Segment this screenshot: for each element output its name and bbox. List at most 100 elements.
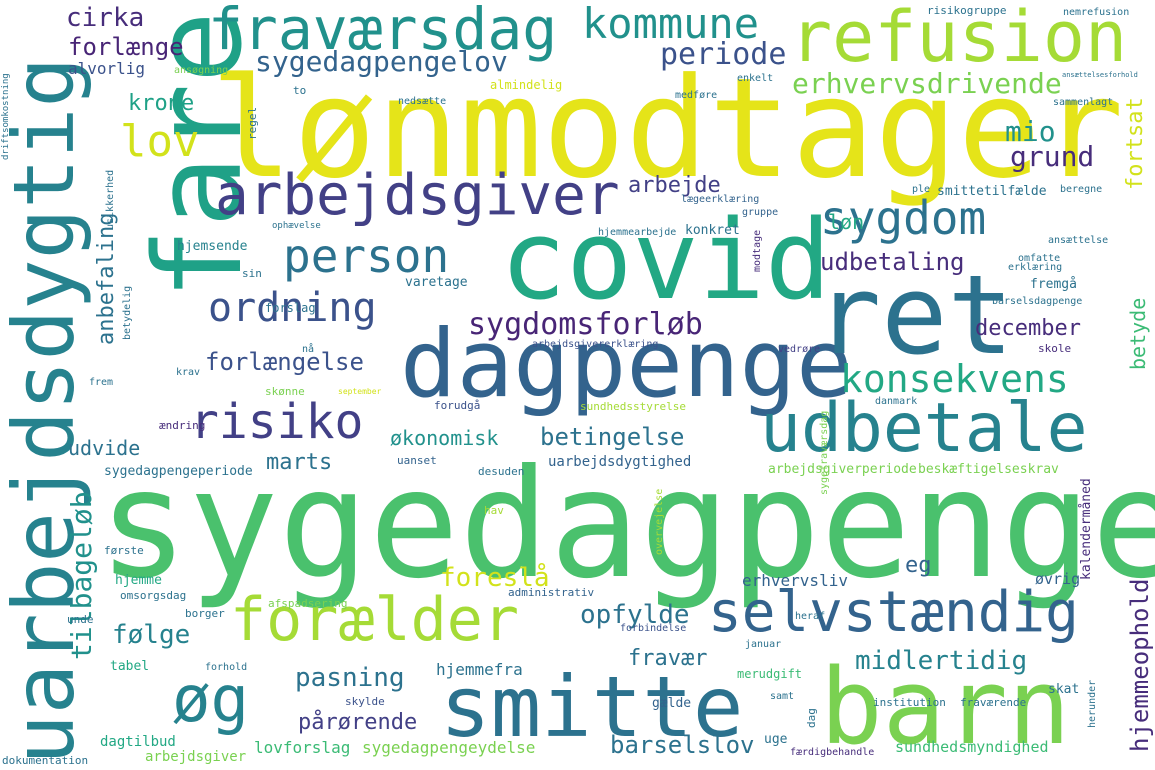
word-forste: første [104, 544, 144, 557]
word-person: person [283, 229, 450, 283]
word-konkret: konkret [685, 223, 740, 238]
word-fortsat: fortsat [1123, 97, 1148, 190]
word-merudgift: merudgift [737, 667, 803, 681]
word-erhvervsliv: erhvervsliv [742, 571, 848, 590]
word-mio: mio [1005, 115, 1056, 148]
word-sammenlagt: sammenlagt [1053, 97, 1114, 108]
word-medfore: medføre [675, 90, 718, 101]
word-frem: frem [89, 377, 114, 388]
word-sundhedsstyrelse: sundhedsstyrelse [580, 400, 686, 413]
word-unde: unde [67, 613, 94, 626]
word-ret: ret [815, 251, 1014, 379]
word-sygdom: sygdom [820, 191, 987, 245]
word-hjemme: hjemme [115, 573, 162, 588]
word-foraelder: forælder [230, 585, 519, 655]
word-skat: skat [1048, 682, 1080, 697]
word-anbefaling: anbefaling [94, 212, 119, 345]
word-udvide: udvide [68, 436, 141, 460]
word-usikkerhed: usikkerhed [105, 169, 116, 230]
word-varetage: varetage [405, 275, 468, 290]
word-uarbejdsdygtighed: uarbejdsdygtighed [548, 454, 692, 470]
word-dokumentation: dokumentation [2, 754, 89, 767]
word-smittetilfaelde: smittetilfælde [937, 184, 1047, 199]
word-arbejdsgiverperiode: arbejdsgiverperiode [768, 462, 917, 477]
word-arbejdsgiver-small: arbejdsgiver [145, 749, 247, 765]
word-okonomisk: økonomisk [390, 426, 499, 450]
word-vedrore: vedrøre [778, 344, 821, 355]
word-forudga: forudgå [434, 399, 481, 412]
word-folge: følge [112, 620, 191, 650]
word-uanset: uanset [397, 454, 437, 467]
word-dag: dag [805, 708, 818, 728]
word-galde: gælde [652, 696, 692, 711]
word-foresla: foreslå [440, 563, 550, 593]
word-fravaerende: fraværende [960, 696, 1027, 709]
word-institution: institution [873, 696, 946, 709]
word-danmark: danmark [875, 396, 918, 407]
word-erklaering: erklæring [1008, 262, 1063, 273]
word-hjemmearbejde: hjemmearbejde [598, 227, 677, 238]
word-forlaenge: forlænge [68, 33, 184, 61]
word-heraf: heraf [795, 611, 826, 622]
word-afspadsering: afspadsering [268, 597, 348, 610]
word-hjemmefra: hjemmefra [436, 660, 523, 679]
word-na: nå [302, 344, 315, 355]
word-krav: krav [176, 367, 201, 378]
word-ansogning: ansøgning [174, 65, 229, 76]
word-ansaettelsesforhold: ansættelsesforhold [1062, 71, 1138, 79]
word-arbejdsgivererklaering: arbejdsgivererklæring [532, 339, 659, 350]
word-parorende: pårørende [298, 710, 418, 735]
word-tabel: tabel [110, 659, 150, 674]
word-betydelig: betydelig [122, 285, 133, 340]
word-konsekvens: konsekvens [840, 357, 1069, 401]
word-sygdomsforlob: sygdomsforløb [468, 307, 703, 342]
word-omfatte: omfatte [1018, 253, 1061, 264]
word-erhvervsdrivende: erhvervsdrivende [792, 67, 1062, 100]
word-hav: hav [484, 504, 504, 517]
word-midlertidig: midlertidig [855, 646, 1028, 676]
word-desuden: desuden [478, 465, 525, 478]
word-arbejdsgiver: arbejdsgiver [215, 163, 620, 228]
word-betyde: betyde [1126, 297, 1150, 370]
word-omsorgsdag: omsorgsdag [120, 589, 187, 602]
word-sygefravaersdag: sygefraværsdag [819, 410, 830, 495]
word-lov: lov [120, 116, 200, 167]
word-tilbagelob: tilbageløb [65, 491, 98, 660]
word-regel: regel [246, 106, 259, 140]
word-krone: krone [128, 91, 195, 116]
word-refusion: refusion [790, 0, 1128, 78]
word-forlaengelse: forlængelse [205, 348, 364, 376]
word-forbindelse: forbindelse [620, 623, 687, 634]
word-skole: skole [1038, 342, 1072, 355]
word-forslag: forslag [265, 301, 316, 315]
word-fravaer: fravær [628, 646, 708, 671]
word-kalendermaned: kalendermåned [1079, 478, 1094, 580]
word-beskaeftigelseskrav: beskæftigelseskrav [918, 462, 1059, 477]
word-pasning: pasning [295, 663, 405, 693]
word-sygedagpengeydelse: sygedagpengeydelse [362, 738, 536, 757]
word-modtage: modtage [752, 229, 763, 272]
word-og: øg [172, 663, 250, 737]
word-lovforslag: lovforslag [254, 738, 351, 757]
word-januar: januar [745, 639, 782, 650]
word-periode: periode [660, 37, 787, 72]
word-overvejelse: overvejelse [654, 488, 665, 555]
word-sygedagpenge: sygedagpenge [98, 438, 1155, 612]
word-uge: uge [764, 732, 788, 747]
word-ansaettelse: ansættelse [1048, 235, 1109, 246]
word-lon: løn [828, 210, 865, 234]
word-sundhedsmyndighed: sundhedsmyndighed [895, 738, 1049, 756]
word-samt: samt [770, 691, 795, 702]
word-forhold: forhold [205, 662, 248, 673]
word-ple: ple [912, 184, 931, 195]
word-faerdigbehandle: færdigbehandle [790, 747, 875, 758]
word-barselsdagpenge: barselsdagpenge [992, 296, 1083, 307]
word-marts: marts [266, 450, 333, 475]
word-alvorlig: alvorlig [68, 59, 146, 78]
word-udbetaling: udbetaling [820, 248, 965, 276]
word-betingelse: betingelse [540, 423, 685, 451]
word-opfylde: opfylde [580, 600, 690, 630]
word-ophaevelse: ophævelse [272, 221, 321, 231]
word-ordning: ordning [208, 285, 377, 331]
